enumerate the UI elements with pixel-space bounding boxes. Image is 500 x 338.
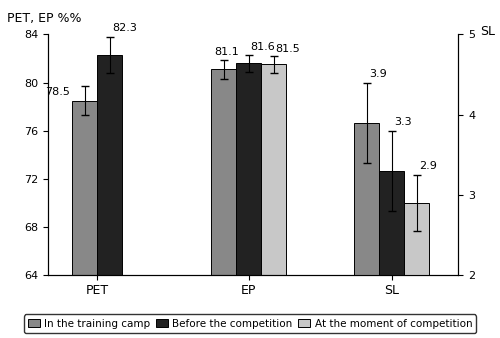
Text: 81.5: 81.5	[275, 44, 300, 54]
Bar	[262, 65, 286, 274]
Y-axis label: SL: SL	[480, 25, 494, 38]
Text: 81.6: 81.6	[250, 43, 275, 52]
Bar	[236, 63, 262, 274]
Bar	[212, 69, 236, 274]
Bar	[379, 170, 404, 274]
Legend: In the training camp, Before the competition, At the moment of competition: In the training camp, Before the competi…	[24, 314, 476, 333]
Text: 78.5: 78.5	[45, 87, 70, 97]
Text: 2.9: 2.9	[419, 161, 437, 170]
Bar	[354, 122, 379, 274]
Bar	[97, 55, 122, 274]
Bar	[72, 100, 97, 274]
Text: 3.9: 3.9	[369, 69, 387, 78]
Text: 3.3: 3.3	[394, 117, 411, 126]
Text: 82.3: 82.3	[112, 23, 137, 33]
Bar	[404, 202, 429, 274]
Text: 81.1: 81.1	[214, 47, 238, 57]
Y-axis label: PET, EP %%: PET, EP %%	[6, 12, 81, 25]
